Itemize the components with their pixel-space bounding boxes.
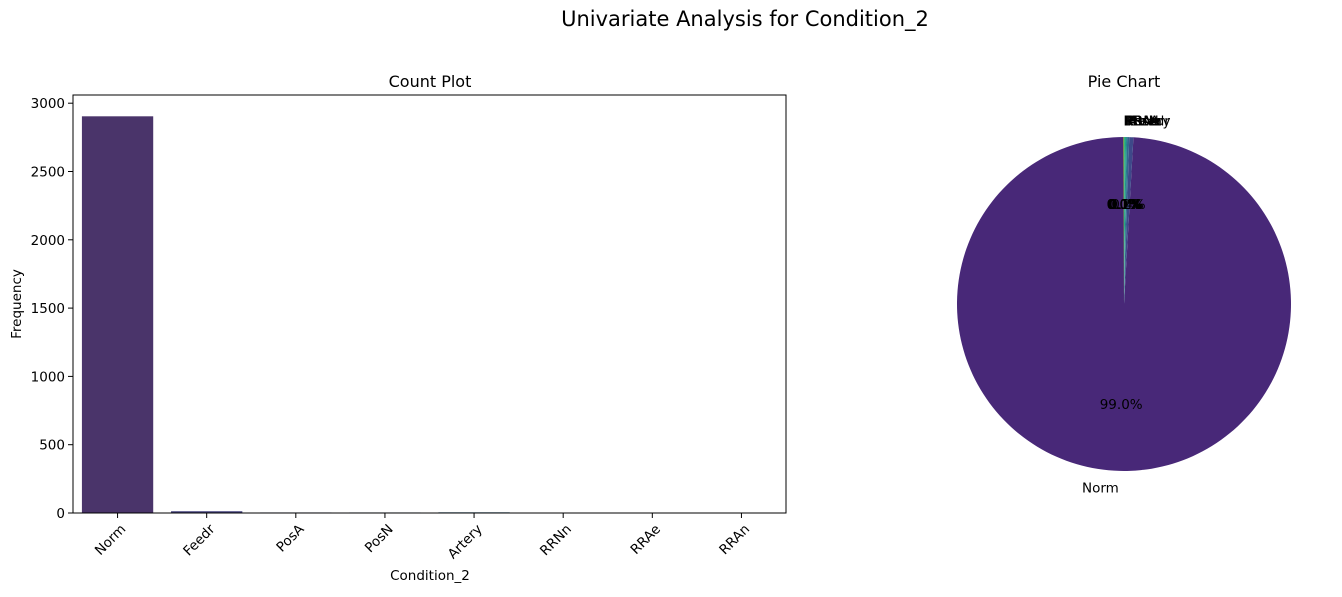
pie-label: Norm bbox=[1082, 481, 1119, 497]
y-axis-label: Frequency bbox=[9, 269, 25, 339]
y-tick-label: 3000 bbox=[31, 96, 65, 112]
x-tick-label: RRNn bbox=[537, 521, 575, 559]
figure-title: Univariate Analysis for Condition_2 bbox=[561, 7, 929, 32]
count-plot-title: Count Plot bbox=[389, 72, 472, 91]
x-axis: Norm Feedr PosA PosN Artery RRNn RRAe RRAn bbox=[92, 513, 753, 562]
count-plot: Count Plot 0 500 1000 1500 2000 2500 3000 Norm… bbox=[9, 72, 786, 584]
x-tick-label: PosA bbox=[273, 521, 308, 556]
y-tick-label: 2500 bbox=[31, 164, 65, 180]
bars bbox=[82, 116, 777, 513]
y-tick-label: 1500 bbox=[31, 301, 65, 317]
x-tick-label: RRAn bbox=[716, 521, 753, 558]
x-tick-label: PosN bbox=[362, 521, 397, 556]
bar-norm bbox=[82, 116, 153, 513]
x-tick-label: Norm bbox=[92, 521, 129, 558]
pie-chart: Pie Chart NormFeedrArteryPosAPosNRRNnRRA… bbox=[957, 72, 1291, 497]
pie-percentage: 99.0% bbox=[1100, 397, 1143, 413]
y-tick-label: 500 bbox=[39, 438, 65, 454]
x-tick-label: Artery bbox=[445, 521, 486, 562]
x-tick-label: Feedr bbox=[180, 521, 218, 559]
pie-chart-title: Pie Chart bbox=[1088, 72, 1161, 91]
x-tick-label: RRAe bbox=[628, 521, 664, 557]
pie-percentage: 0.0% bbox=[1107, 197, 1141, 213]
y-tick-label: 1000 bbox=[31, 369, 65, 385]
x-axis-label: Condition_2 bbox=[390, 568, 470, 584]
y-axis: 0 500 1000 1500 2000 2500 3000 bbox=[31, 96, 73, 522]
count-plot-frame bbox=[73, 95, 786, 513]
y-tick-label: 2000 bbox=[31, 233, 65, 249]
y-tick-label: 0 bbox=[56, 506, 65, 522]
pie-wedges bbox=[957, 137, 1291, 471]
pie-label: RRAn bbox=[1123, 113, 1159, 129]
